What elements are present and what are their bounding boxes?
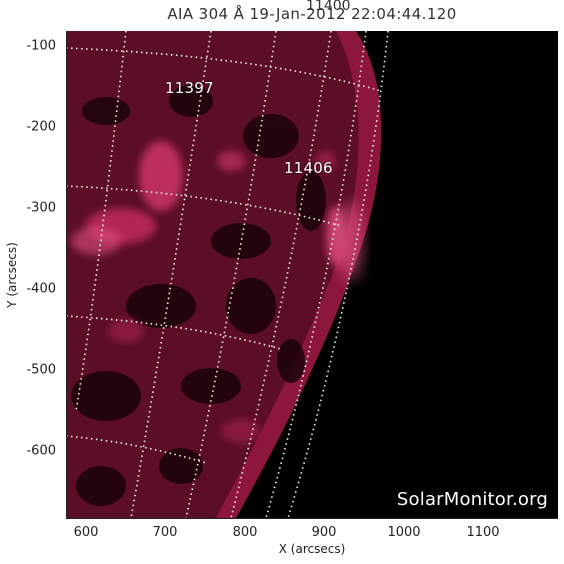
y-axis-line — [66, 31, 67, 518]
x-tick-label: 900 — [311, 525, 337, 540]
solar-limb-image — [66, 31, 389, 518]
y-tick-label: -400 — [26, 281, 56, 297]
active-region-label: 11397 — [165, 79, 214, 97]
solarmonitor-watermark: SolarMonitor.org — [396, 489, 548, 510]
x-axis-line — [66, 518, 558, 519]
solar-image-panel: 11397 11406 SolarMonitor.org — [66, 31, 558, 518]
x-tick-label: 600 — [73, 525, 99, 540]
x-tick-label: 1000 — [387, 525, 421, 540]
y-tick-label: -500 — [26, 362, 56, 378]
y-tick-label: -200 — [26, 119, 56, 135]
x-axis-label: X (arcsecs) — [278, 542, 346, 556]
y-tick-label: -600 — [26, 443, 56, 459]
y-tick-label: -100 — [26, 38, 56, 54]
y-tick-label: -300 — [26, 200, 56, 216]
x-tick-label: 1100 — [466, 525, 500, 540]
x-tick-label: 800 — [232, 525, 258, 540]
x-tick-label: 700 — [152, 525, 178, 540]
y-axis-label: Y (arcsecs) — [5, 242, 19, 308]
active-region-label: 11406 — [284, 159, 333, 177]
overlapping-region-label: 11400 — [306, 0, 351, 14]
image-title: AIA 304 Å 19-Jan-2012 22:04:44.120 — [167, 5, 457, 23]
